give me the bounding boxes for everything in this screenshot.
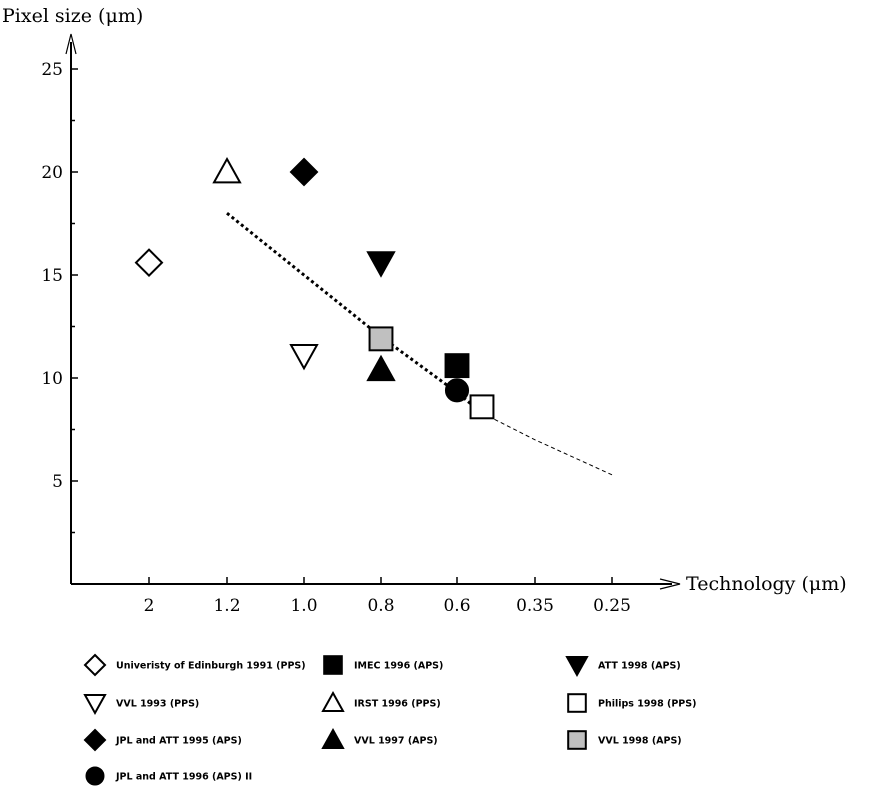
legend-label-1: Univeristy of Edinburgh 1991 (PPS) [116,661,306,672]
legend-marker-10 [85,766,105,786]
data-point-7 [289,157,319,187]
y-tick-label: 20 [41,163,63,183]
legend-label-8: VVL 1997 (APS) [354,736,438,747]
y-axis-arrow [65,33,77,55]
data-point-2 [444,353,470,379]
data-point-10 [444,378,470,403]
legend-label-5: IRST 1996 (PPS) [354,699,441,710]
legend-label-3: ATT 1998 (APS) [598,661,681,672]
legend-marker-2 [323,655,343,675]
legend-marker-1 [83,653,107,677]
x-tick-label: 1.2 [213,596,240,616]
data-point-8 [366,354,396,382]
legend-label-2: IMEC 1996 (APS) [354,661,443,672]
x-axis-title: Technology (μm) [686,573,847,595]
trend-dotted [226,212,483,415]
data-point-6 [469,394,495,420]
y-tick-label: 10 [41,369,63,389]
x-tick-label: 2 [144,596,155,616]
legend-marker-7 [83,728,107,752]
x-axis-arrow [659,578,681,590]
legend-marker-6 [567,693,587,713]
data-point-5 [212,156,242,184]
data-point-4 [289,343,319,371]
x-ticks: 2 1.2 1.0 0.8 0.6 0.35 0.25 [144,577,631,616]
legend: Univeristy of Edinburgh 1991 (PPS) IMEC 1… [83,653,696,786]
legend-marker-4 [83,694,107,716]
legend-label-4: VVL 1993 (PPS) [116,699,199,710]
x-tick-label: 0.6 [443,596,470,616]
y-tick-label: 15 [41,266,63,286]
x-tick-label: 1.0 [290,596,317,616]
trend-dashed [481,412,613,476]
x-tick-label: 0.25 [593,596,631,616]
legend-label-7: JPL and ATT 1995 (APS) [115,736,242,747]
y-tick-label: 25 [41,60,63,80]
x-tick-label: 0.35 [516,596,554,616]
data-point-3 [366,251,396,278]
trend-line [226,212,613,476]
data-points [134,156,495,420]
legend-marker-8 [321,727,345,749]
axes [65,33,681,590]
x-tick-label: 0.8 [367,596,394,616]
legend-marker-9 [567,730,587,750]
y-axis-title: Pixel size (μm) [2,5,143,27]
legend-label-6: Philips 1998 (PPS) [598,699,696,710]
legend-marker-3 [565,656,589,678]
data-point-9 [368,326,394,352]
y-tick-label: 5 [52,472,63,492]
y-ticks: 5 10 15 20 25 [41,60,78,534]
legend-label-10: JPL and ATT 1996 (APS) II [115,772,252,783]
legend-label-9: VVL 1998 (APS) [598,736,682,747]
data-point-1 [134,248,164,278]
legend-marker-5 [321,690,345,712]
